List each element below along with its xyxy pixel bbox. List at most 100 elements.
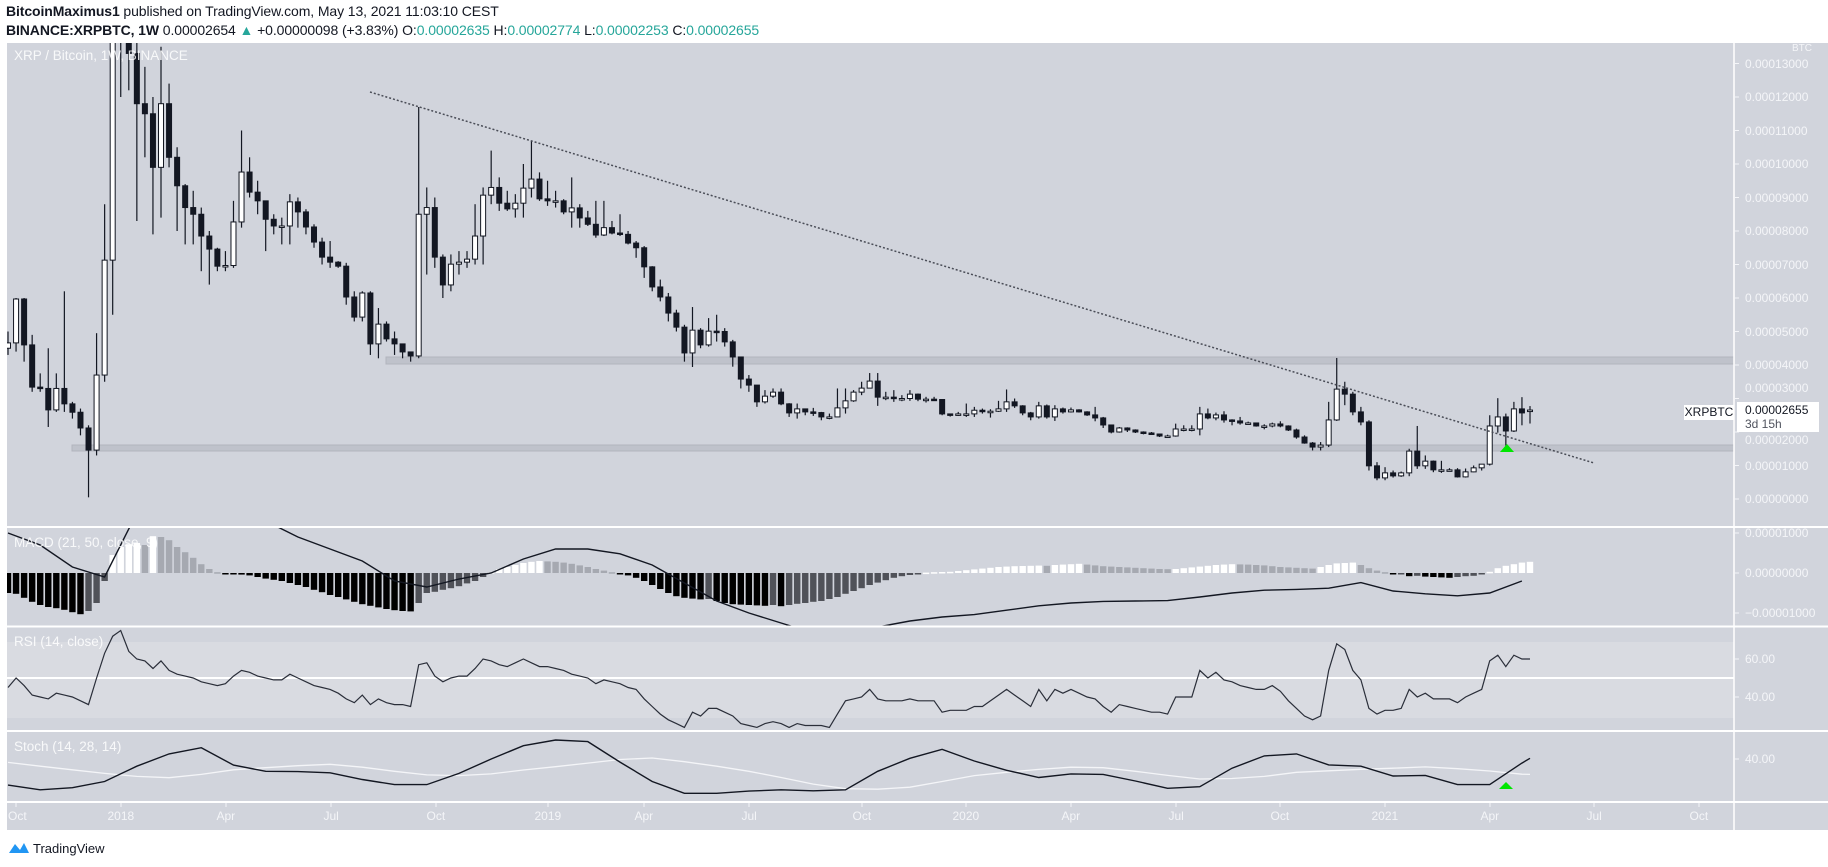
macd-histogram-bar <box>1236 564 1244 573</box>
green-triangle-marker-icon <box>1500 444 1514 452</box>
main-legend[interactable]: XRP / Bitcoin, 1W, BINANCE <box>14 48 188 63</box>
candle <box>141 66 148 158</box>
support-zone[interactable] <box>71 444 1735 452</box>
macd-histogram-bar <box>165 540 173 573</box>
time-axis-label: Jul <box>1168 809 1184 823</box>
resistance-zone[interactable] <box>385 356 1735 365</box>
candle <box>536 172 543 201</box>
time-axis-label: Jul <box>741 809 757 823</box>
candle-body-up <box>13 298 20 344</box>
macd-histogram-bar <box>640 573 648 581</box>
macd-histogram-bar <box>1148 568 1155 573</box>
candle <box>93 333 100 456</box>
candle <box>1398 471 1405 477</box>
candle <box>1237 416 1244 425</box>
candle-body-down <box>166 103 173 158</box>
last-price-tag: 0.00002655 3d 15h <box>1737 402 1819 432</box>
time-axis-label: Oct <box>1270 809 1290 823</box>
publish-info: BitcoinMaximus1 published on TradingView… <box>6 3 499 19</box>
candle <box>77 408 84 436</box>
candle <box>1204 408 1211 420</box>
candle <box>1365 420 1372 471</box>
candle-body-down <box>1293 429 1300 438</box>
candle-body-down <box>1084 411 1091 416</box>
candle-body-down <box>1390 472 1397 477</box>
candle <box>842 388 849 414</box>
tradingview-logo[interactable]: TradingView <box>8 840 105 856</box>
candle-body-down <box>1301 436 1308 444</box>
candle-body-up <box>1527 409 1533 413</box>
candle <box>963 403 970 417</box>
candle <box>399 343 406 359</box>
macd-histogram-bar <box>1293 567 1300 573</box>
candle-body-down <box>198 213 205 237</box>
candle-body-up <box>705 330 712 346</box>
candle-body-up <box>1051 408 1058 418</box>
tradingview-logo-icon <box>9 843 29 853</box>
macd-histogram-bar <box>898 573 906 577</box>
candle <box>1196 406 1203 436</box>
candle-body-down <box>182 185 189 209</box>
macd-histogram-bar <box>1099 566 1107 573</box>
time-axis-label: Oct <box>8 809 27 823</box>
candle <box>1140 431 1147 435</box>
macd-histogram-bar <box>7 573 12 593</box>
candle <box>37 373 44 392</box>
macd-legend[interactable]: MACD (21, 50, close, 9) <box>14 535 159 550</box>
candle-body-down <box>560 200 567 213</box>
candle-body-up <box>1478 463 1485 469</box>
macd-histogram-bar <box>810 573 817 602</box>
macd-histogram-bar <box>1027 565 1034 573</box>
candle <box>512 194 519 218</box>
macd-histogram-bar <box>214 572 221 574</box>
candle <box>13 298 20 352</box>
candle <box>61 291 68 412</box>
candle <box>1406 448 1413 477</box>
logo-text: TradingView <box>33 840 105 856</box>
author-name[interactable]: BitcoinMaximus1 <box>6 3 120 19</box>
macd-histogram-bar <box>504 567 511 573</box>
macd-histogram-bar <box>1430 573 1437 577</box>
descending-trendline[interactable] <box>369 91 1595 464</box>
macd-histogram-bar <box>407 573 414 612</box>
candle-body-down <box>1253 422 1260 427</box>
candle-body-down <box>1140 431 1147 434</box>
candle-body-down <box>206 235 213 250</box>
stoch-legend[interactable]: Stoch (14, 28, 14) <box>14 739 122 754</box>
candle-body-up <box>1462 471 1469 478</box>
candle <box>367 291 374 355</box>
macd-histogram-bar <box>1494 568 1501 573</box>
candle <box>1373 462 1380 481</box>
candle <box>544 180 551 206</box>
candle-body-down <box>1277 423 1284 427</box>
macd-histogram-bar <box>375 573 382 608</box>
macd-histogram-bar <box>1140 568 1147 573</box>
rsi-legend[interactable]: RSI (14, close) <box>14 634 104 649</box>
candle <box>391 331 398 355</box>
candle <box>617 214 624 237</box>
candle <box>222 251 229 272</box>
macd-histogram-bar <box>1116 567 1123 573</box>
candle-body-down <box>1430 460 1437 471</box>
macd-histogram-bar <box>737 573 745 605</box>
candle-body-up <box>1245 422 1252 425</box>
time-axis-label: Apr <box>1061 809 1081 823</box>
candle <box>1229 419 1236 426</box>
time-axis-label: 2019 <box>534 809 562 823</box>
candle-body-down <box>77 411 84 429</box>
candle-body-down <box>391 338 398 345</box>
candle-body-up <box>1406 450 1413 474</box>
candle-body-up <box>222 265 229 268</box>
candle <box>1092 406 1099 422</box>
candle-body-up <box>359 292 366 318</box>
candle-body-up <box>850 391 857 402</box>
macd-histogram-bar <box>938 572 946 574</box>
candle <box>786 403 793 417</box>
candle-body-down <box>1027 412 1034 418</box>
macd-histogram-bar <box>1091 565 1099 573</box>
candle-body-up <box>1172 428 1179 437</box>
candle-body-down <box>69 403 76 413</box>
macd-histogram-bar <box>157 537 165 573</box>
candle-body-up <box>512 202 519 210</box>
